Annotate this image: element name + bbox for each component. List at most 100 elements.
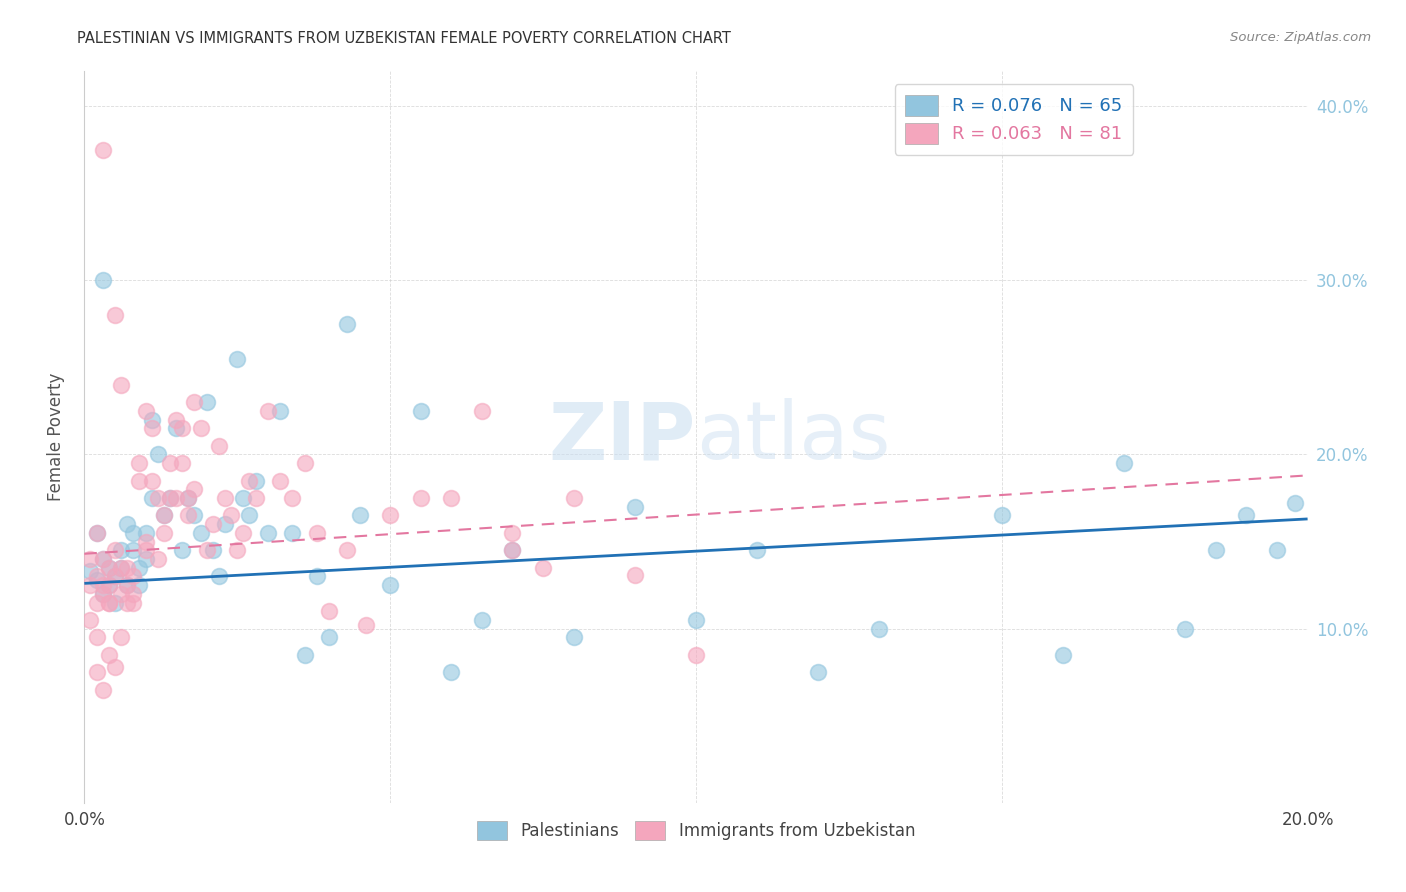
Point	[135, 404, 157, 418]
Point	[183, 508, 205, 523]
Point	[318, 631, 340, 645]
Point	[305, 569, 328, 583]
Point	[685, 613, 707, 627]
Point	[991, 508, 1014, 523]
Point	[141, 412, 163, 426]
Point	[115, 595, 138, 609]
Point	[135, 525, 157, 540]
Point	[97, 560, 120, 574]
Point	[97, 578, 120, 592]
Point	[531, 560, 554, 574]
Point	[86, 525, 108, 540]
Point	[238, 474, 260, 488]
Point	[110, 560, 132, 574]
Point	[471, 613, 494, 627]
Point	[115, 560, 138, 574]
Point	[214, 517, 236, 532]
Point	[104, 308, 127, 322]
Point	[79, 564, 101, 578]
Point	[146, 552, 169, 566]
Point	[97, 578, 120, 592]
Point	[159, 456, 181, 470]
Point	[214, 491, 236, 505]
Point	[91, 578, 114, 592]
Point	[232, 491, 254, 505]
Point	[318, 604, 340, 618]
Point	[354, 618, 377, 632]
Point	[624, 500, 647, 514]
Point	[104, 595, 127, 609]
Point	[1236, 508, 1258, 523]
Point	[104, 660, 127, 674]
Point	[238, 508, 260, 523]
Point	[86, 569, 108, 583]
Point	[86, 631, 108, 645]
Point	[79, 613, 101, 627]
Point	[219, 508, 242, 523]
Point	[128, 474, 150, 488]
Point	[409, 491, 432, 505]
Point	[226, 351, 249, 366]
Point	[146, 448, 169, 462]
Point	[294, 648, 316, 662]
Point	[1114, 456, 1136, 470]
Point	[257, 404, 280, 418]
Point	[177, 491, 200, 505]
Point	[201, 517, 224, 532]
Point	[747, 543, 769, 558]
Point	[86, 665, 108, 680]
Point	[97, 648, 120, 662]
Point	[172, 421, 194, 435]
Point	[115, 578, 138, 592]
Point	[97, 595, 120, 609]
Point	[165, 491, 187, 505]
Point	[807, 665, 830, 680]
Point	[110, 587, 132, 601]
Point	[305, 525, 328, 540]
Point	[91, 682, 114, 697]
Point	[471, 404, 494, 418]
Point	[208, 569, 231, 583]
Point	[502, 525, 524, 540]
Point	[380, 508, 402, 523]
Point	[336, 317, 359, 331]
Point	[226, 543, 249, 558]
Point	[1265, 543, 1288, 558]
Point	[86, 573, 108, 587]
Point	[128, 560, 150, 574]
Point	[257, 525, 280, 540]
Point	[122, 525, 145, 540]
Point	[128, 578, 150, 592]
Point	[110, 560, 132, 574]
Point	[232, 525, 254, 540]
Point	[1174, 622, 1197, 636]
Point	[177, 508, 200, 523]
Point	[269, 404, 291, 418]
Legend: Palestinians, Immigrants from Uzbekistan: Palestinians, Immigrants from Uzbekistan	[470, 814, 922, 847]
Point	[1052, 648, 1074, 662]
Point	[281, 491, 304, 505]
Point	[115, 578, 138, 592]
Point	[172, 456, 194, 470]
Point	[502, 543, 524, 558]
Point	[141, 421, 163, 435]
Text: atlas: atlas	[696, 398, 890, 476]
Point	[79, 578, 101, 592]
Point	[165, 421, 187, 435]
Text: PALESTINIAN VS IMMIGRANTS FROM UZBEKISTAN FEMALE POVERTY CORRELATION CHART: PALESTINIAN VS IMMIGRANTS FROM UZBEKISTA…	[77, 31, 731, 46]
Point	[336, 543, 359, 558]
Point	[104, 569, 127, 583]
Point	[440, 491, 463, 505]
Point	[79, 552, 101, 566]
Point	[91, 587, 114, 601]
Point	[91, 552, 114, 566]
Point	[86, 595, 108, 609]
Point	[122, 569, 145, 583]
Point	[141, 474, 163, 488]
Point	[190, 525, 212, 540]
Point	[183, 483, 205, 497]
Point	[183, 395, 205, 409]
Point	[135, 543, 157, 558]
Point	[122, 587, 145, 601]
Point	[91, 587, 114, 601]
